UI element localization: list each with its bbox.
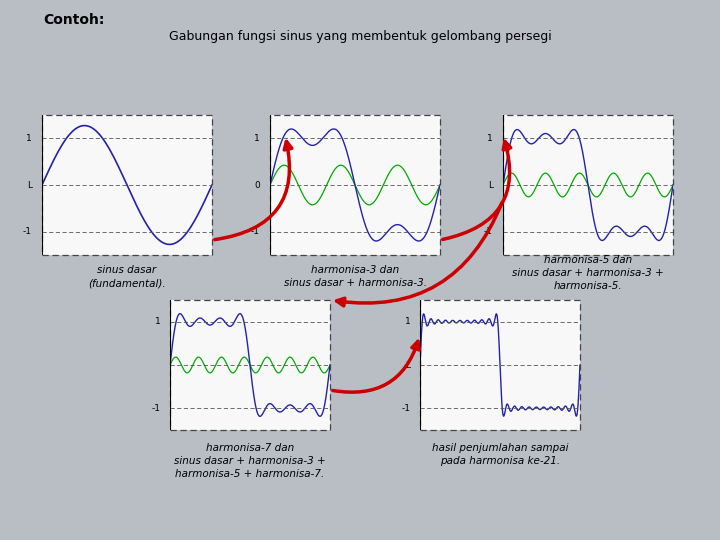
Text: 1: 1 [26, 134, 32, 143]
Text: -1: -1 [251, 227, 260, 236]
Bar [270, 115, 440, 255]
Text: -1: -1 [23, 227, 32, 236]
Text: -1: -1 [402, 404, 410, 413]
Text: L: L [488, 180, 492, 190]
Bar [42, 115, 212, 255]
Text: 1: 1 [487, 134, 492, 143]
Text: sinus dasar
(fundamental).: sinus dasar (fundamental). [88, 265, 166, 288]
Text: 1: 1 [155, 317, 161, 326]
Bar [170, 300, 330, 430]
Text: hasil penjumlahan sampai
pada harmonisa ke-21.: hasil penjumlahan sampai pada harmonisa … [432, 443, 568, 466]
Bar [420, 300, 580, 430]
Text: L: L [27, 180, 32, 190]
Text: harmonisa-3 dan
sinus dasar + harmonisa-3.: harmonisa-3 dan sinus dasar + harmonisa-… [284, 265, 426, 288]
Text: L: L [405, 361, 410, 369]
Text: -1: -1 [484, 227, 492, 236]
Bar [503, 115, 673, 255]
Text: 1: 1 [405, 317, 410, 326]
Text: harmonisa-5 dan
sinus dasar + harmonisa-3 +
harmonisa-5.: harmonisa-5 dan sinus dasar + harmonisa-… [512, 255, 664, 292]
Text: Contoh:: Contoh: [43, 14, 104, 28]
Text: harmonisa-7 dan
sinus dasar + harmonisa-3 +
harmonisa-5 + harmonisa-7.: harmonisa-7 dan sinus dasar + harmonisa-… [174, 443, 326, 480]
Text: -1: -1 [151, 404, 161, 413]
Text: 1: 1 [254, 134, 260, 143]
Text: 0: 0 [254, 180, 260, 190]
Text: Gabungan fungsi sinus yang membentuk gelombang persegi: Gabungan fungsi sinus yang membentuk gel… [168, 30, 552, 43]
